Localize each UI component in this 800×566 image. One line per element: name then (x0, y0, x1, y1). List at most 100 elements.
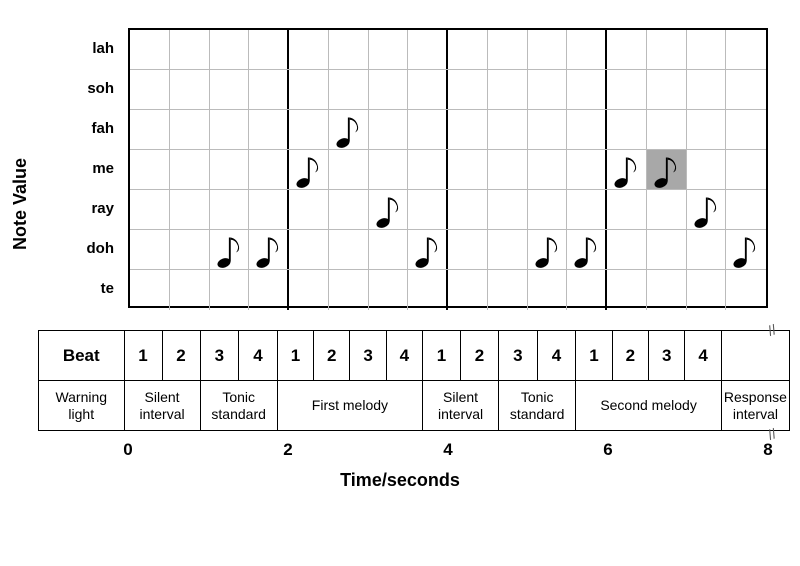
grid-cell (488, 150, 528, 189)
phase-cell: Silentinterval (124, 381, 200, 431)
grid-cell (329, 30, 369, 69)
x-axis-label: Time/seconds (10, 470, 790, 491)
grid-row (130, 70, 766, 110)
beat-number: 4 (239, 331, 278, 381)
time-tick: 8 (763, 440, 772, 460)
grid-cell (567, 30, 607, 69)
grid-cell (170, 190, 210, 229)
note-icon (374, 193, 404, 229)
grid-cell (488, 30, 528, 69)
row-label-lah: lah (80, 28, 120, 68)
grid-row (130, 110, 766, 150)
note-icon (572, 233, 602, 269)
grid-cell (687, 190, 727, 229)
grid-cell (249, 270, 289, 310)
grid-cell (607, 230, 647, 269)
note-icon (413, 233, 443, 269)
grid-cell (647, 150, 687, 189)
row-label-ray: ray (80, 188, 120, 228)
grid-cell (567, 190, 607, 229)
grid-cell (329, 70, 369, 109)
beat-number: 2 (162, 331, 200, 381)
phase-cell: First melody (277, 381, 422, 431)
grid-cell (329, 230, 369, 269)
grid-cell (130, 70, 170, 109)
grid-cell (647, 190, 687, 229)
grid-cell (607, 110, 647, 149)
beat-number: 1 (277, 331, 313, 381)
grid-cell (448, 70, 488, 109)
grid-cell (647, 230, 687, 269)
grid-cell (607, 190, 647, 229)
grid-cell (210, 190, 250, 229)
grid-cell (249, 190, 289, 229)
grid-cell (607, 70, 647, 109)
note-icon (533, 233, 563, 269)
grid-cell (567, 270, 607, 310)
note-icon (652, 153, 682, 189)
grid-cell (329, 110, 369, 149)
phase-cell: Warninglight (39, 381, 125, 431)
grid-cell (528, 230, 568, 269)
grid-cell (369, 230, 409, 269)
phase-cell: Tonicstandard (499, 381, 576, 431)
grid-cell (249, 70, 289, 109)
note-icon (731, 233, 761, 269)
grid-cell (726, 150, 766, 189)
grid-cell (369, 30, 409, 69)
grid-cell (289, 30, 329, 69)
row-label-me: me (80, 148, 120, 188)
grid-cell (369, 270, 409, 310)
grid-cell (647, 270, 687, 310)
grid-cell (567, 230, 607, 269)
grid-row (130, 190, 766, 230)
grid-cell (687, 150, 727, 189)
grid-cell (210, 110, 250, 149)
grid-cell (607, 150, 647, 189)
note-icon (215, 233, 245, 269)
row-label-te: te (80, 268, 120, 308)
grid-cell (249, 230, 289, 269)
grid-cell (210, 230, 250, 269)
grid-cell (249, 150, 289, 189)
grid-row (130, 150, 766, 190)
grid-cell (408, 270, 448, 310)
grid-cell (408, 230, 448, 269)
grid-cell (130, 190, 170, 229)
grid-cell (210, 30, 250, 69)
grid-cell (448, 230, 488, 269)
grid-cell (249, 30, 289, 69)
grid-cell (726, 110, 766, 149)
time-tick: 2 (283, 440, 292, 460)
grid-cell (329, 150, 369, 189)
grid-cell (528, 110, 568, 149)
beat-number: 1 (576, 331, 612, 381)
grid-cell (369, 110, 409, 149)
time-tick: 0 (123, 440, 132, 460)
grid-cell (488, 70, 528, 109)
grid-cell (726, 70, 766, 109)
grid-cell (289, 190, 329, 229)
grid-cell (567, 110, 607, 149)
beat-number: 3 (350, 331, 386, 381)
grid-cell (289, 270, 329, 310)
grid-cell (448, 190, 488, 229)
grid-cell (448, 110, 488, 149)
beat-phase-table: Beat1234123412341234WarninglightSilentin… (38, 330, 790, 431)
grid-cell (408, 110, 448, 149)
grid-cell (687, 70, 727, 109)
beat-number: 4 (537, 331, 576, 381)
phase-cell: Responseinterval (721, 381, 789, 431)
grid-cell (130, 150, 170, 189)
grid-cell (130, 270, 170, 310)
note-icon (294, 153, 324, 189)
grid-cell (170, 270, 210, 310)
diagram-wrapper: Note Value lahsohfahmeraydohte Beat12341… (10, 10, 790, 556)
grid-cell (528, 70, 568, 109)
response-spacer (721, 331, 789, 381)
grid-cell (210, 270, 250, 310)
beat-number: 3 (649, 331, 685, 381)
note-icon (612, 153, 642, 189)
grid-cell (567, 70, 607, 109)
beat-number: 4 (685, 331, 721, 381)
